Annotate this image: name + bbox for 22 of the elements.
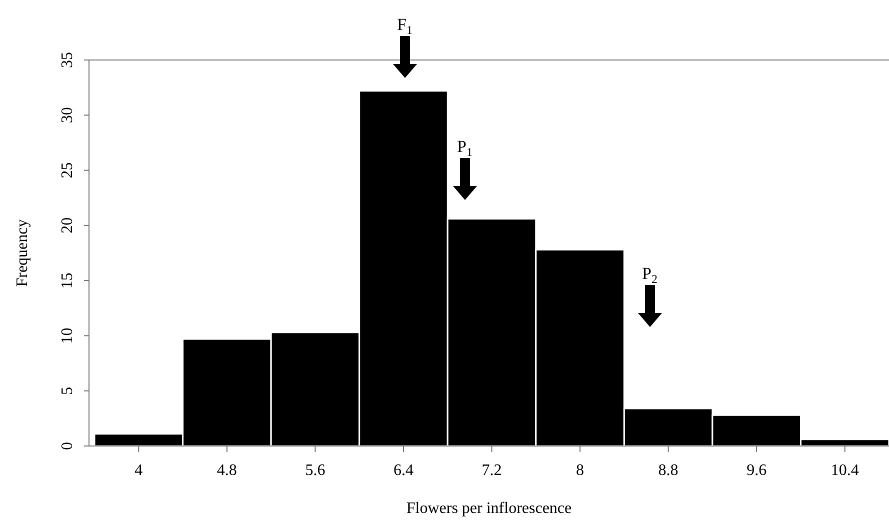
annotation: P$_{2}$ bbox=[642, 264, 658, 286]
y-tick-label: 30 bbox=[59, 107, 76, 124]
annotation: P$_{1}$ bbox=[457, 137, 472, 159]
y-tick-label: 10 bbox=[59, 328, 76, 344]
x-tick-label: 6.4 bbox=[393, 462, 414, 479]
x-tick-label: 8.8 bbox=[658, 462, 678, 479]
y-tick-label: 15 bbox=[59, 272, 76, 289]
y-tick-label: 20 bbox=[59, 217, 76, 234]
x-tick-label: 10.4 bbox=[830, 462, 859, 479]
y-tick-label: 5 bbox=[59, 386, 76, 395]
y-axis-title: Frequency bbox=[14, 219, 31, 287]
x-tick-label: 4 bbox=[134, 462, 143, 479]
y-tick-label: 25 bbox=[59, 162, 76, 178]
text: F$_{1}$ bbox=[397, 15, 412, 37]
x-tick-label: 9.6 bbox=[746, 462, 767, 479]
x-tick-label: 5.6 bbox=[305, 462, 326, 479]
x-tick-label: 7.2 bbox=[482, 462, 502, 479]
x-tick-label: 4.8 bbox=[216, 462, 237, 479]
y-tick-label: 0 bbox=[59, 442, 76, 450]
x-axis-title: Flowers per inflorescence bbox=[406, 500, 572, 517]
y-tick-label: 35 bbox=[59, 52, 76, 68]
x-tick-label: 8 bbox=[576, 462, 584, 479]
